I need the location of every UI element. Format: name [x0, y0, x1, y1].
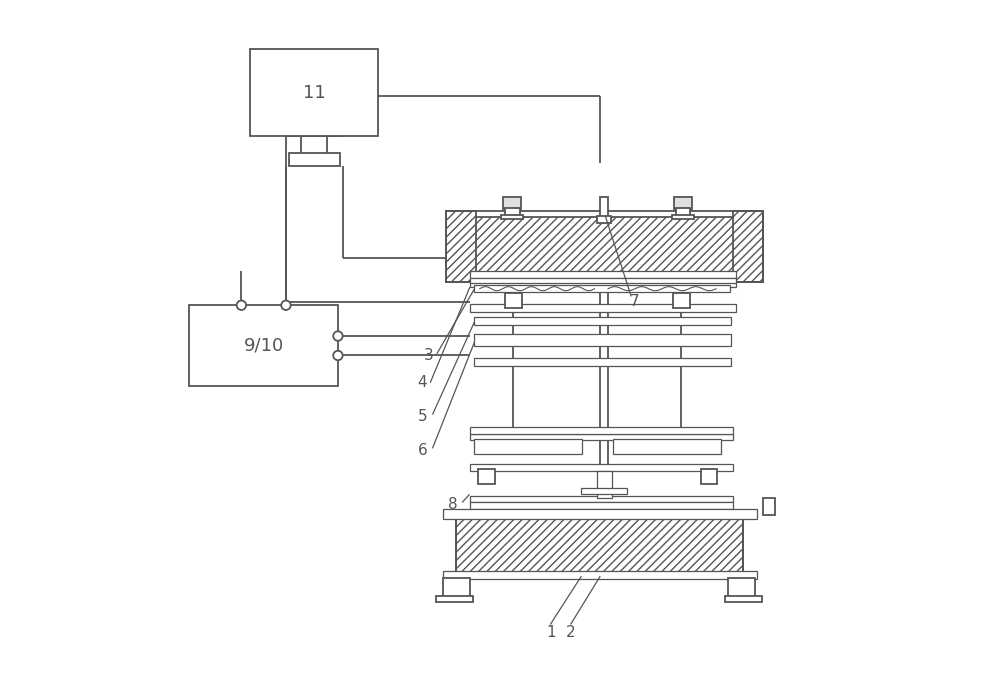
Bar [733, 211, 763, 281]
Text: 8: 8 [448, 497, 458, 512]
Bar [470, 271, 736, 278]
Bar [501, 215, 523, 219]
Bar [725, 595, 762, 602]
Bar [470, 278, 736, 287]
Text: 11: 11 [303, 83, 326, 102]
Text: 1: 1 [546, 625, 555, 640]
Bar [474, 317, 731, 325]
Bar [470, 218, 736, 275]
Bar [470, 426, 733, 433]
Bar [446, 211, 476, 281]
Bar [436, 595, 473, 602]
Text: 4: 4 [418, 376, 427, 391]
Bar [470, 304, 736, 312]
Bar [613, 439, 721, 454]
Text: 6: 6 [417, 443, 427, 458]
Bar [456, 518, 743, 572]
Bar [470, 433, 733, 440]
Bar [289, 153, 340, 166]
Bar [673, 293, 690, 308]
Bar [474, 358, 731, 366]
Text: 7: 7 [630, 294, 640, 309]
Bar [474, 285, 730, 292]
Bar [505, 293, 522, 308]
Bar [763, 498, 775, 515]
Bar [597, 471, 612, 498]
Bar [474, 334, 731, 346]
Bar [456, 518, 743, 572]
Bar [701, 469, 717, 484]
Bar [505, 208, 520, 216]
Bar [672, 215, 694, 219]
Bar [250, 49, 378, 136]
Bar [470, 464, 733, 471]
Bar [597, 216, 611, 223]
Bar [446, 211, 763, 281]
Bar [676, 208, 690, 216]
Bar [443, 571, 757, 579]
Circle shape [333, 351, 343, 360]
Bar [456, 518, 743, 572]
Bar [446, 211, 476, 281]
Text: 5: 5 [418, 409, 427, 424]
Bar [733, 211, 763, 281]
Bar [470, 218, 736, 275]
Bar [674, 197, 692, 210]
Bar [443, 509, 757, 519]
Circle shape [333, 332, 343, 341]
Bar [503, 197, 521, 210]
Bar [470, 496, 733, 502]
Bar [728, 578, 755, 597]
Circle shape [281, 300, 291, 310]
Bar [474, 439, 582, 454]
Bar [443, 578, 470, 597]
Bar [189, 305, 338, 386]
Bar [470, 502, 733, 509]
Circle shape [237, 300, 246, 310]
Bar [478, 469, 495, 484]
Bar [600, 197, 608, 218]
Bar [581, 487, 627, 494]
Text: 3: 3 [424, 348, 434, 363]
Text: 2: 2 [566, 625, 576, 640]
Text: 9/10: 9/10 [244, 337, 284, 355]
